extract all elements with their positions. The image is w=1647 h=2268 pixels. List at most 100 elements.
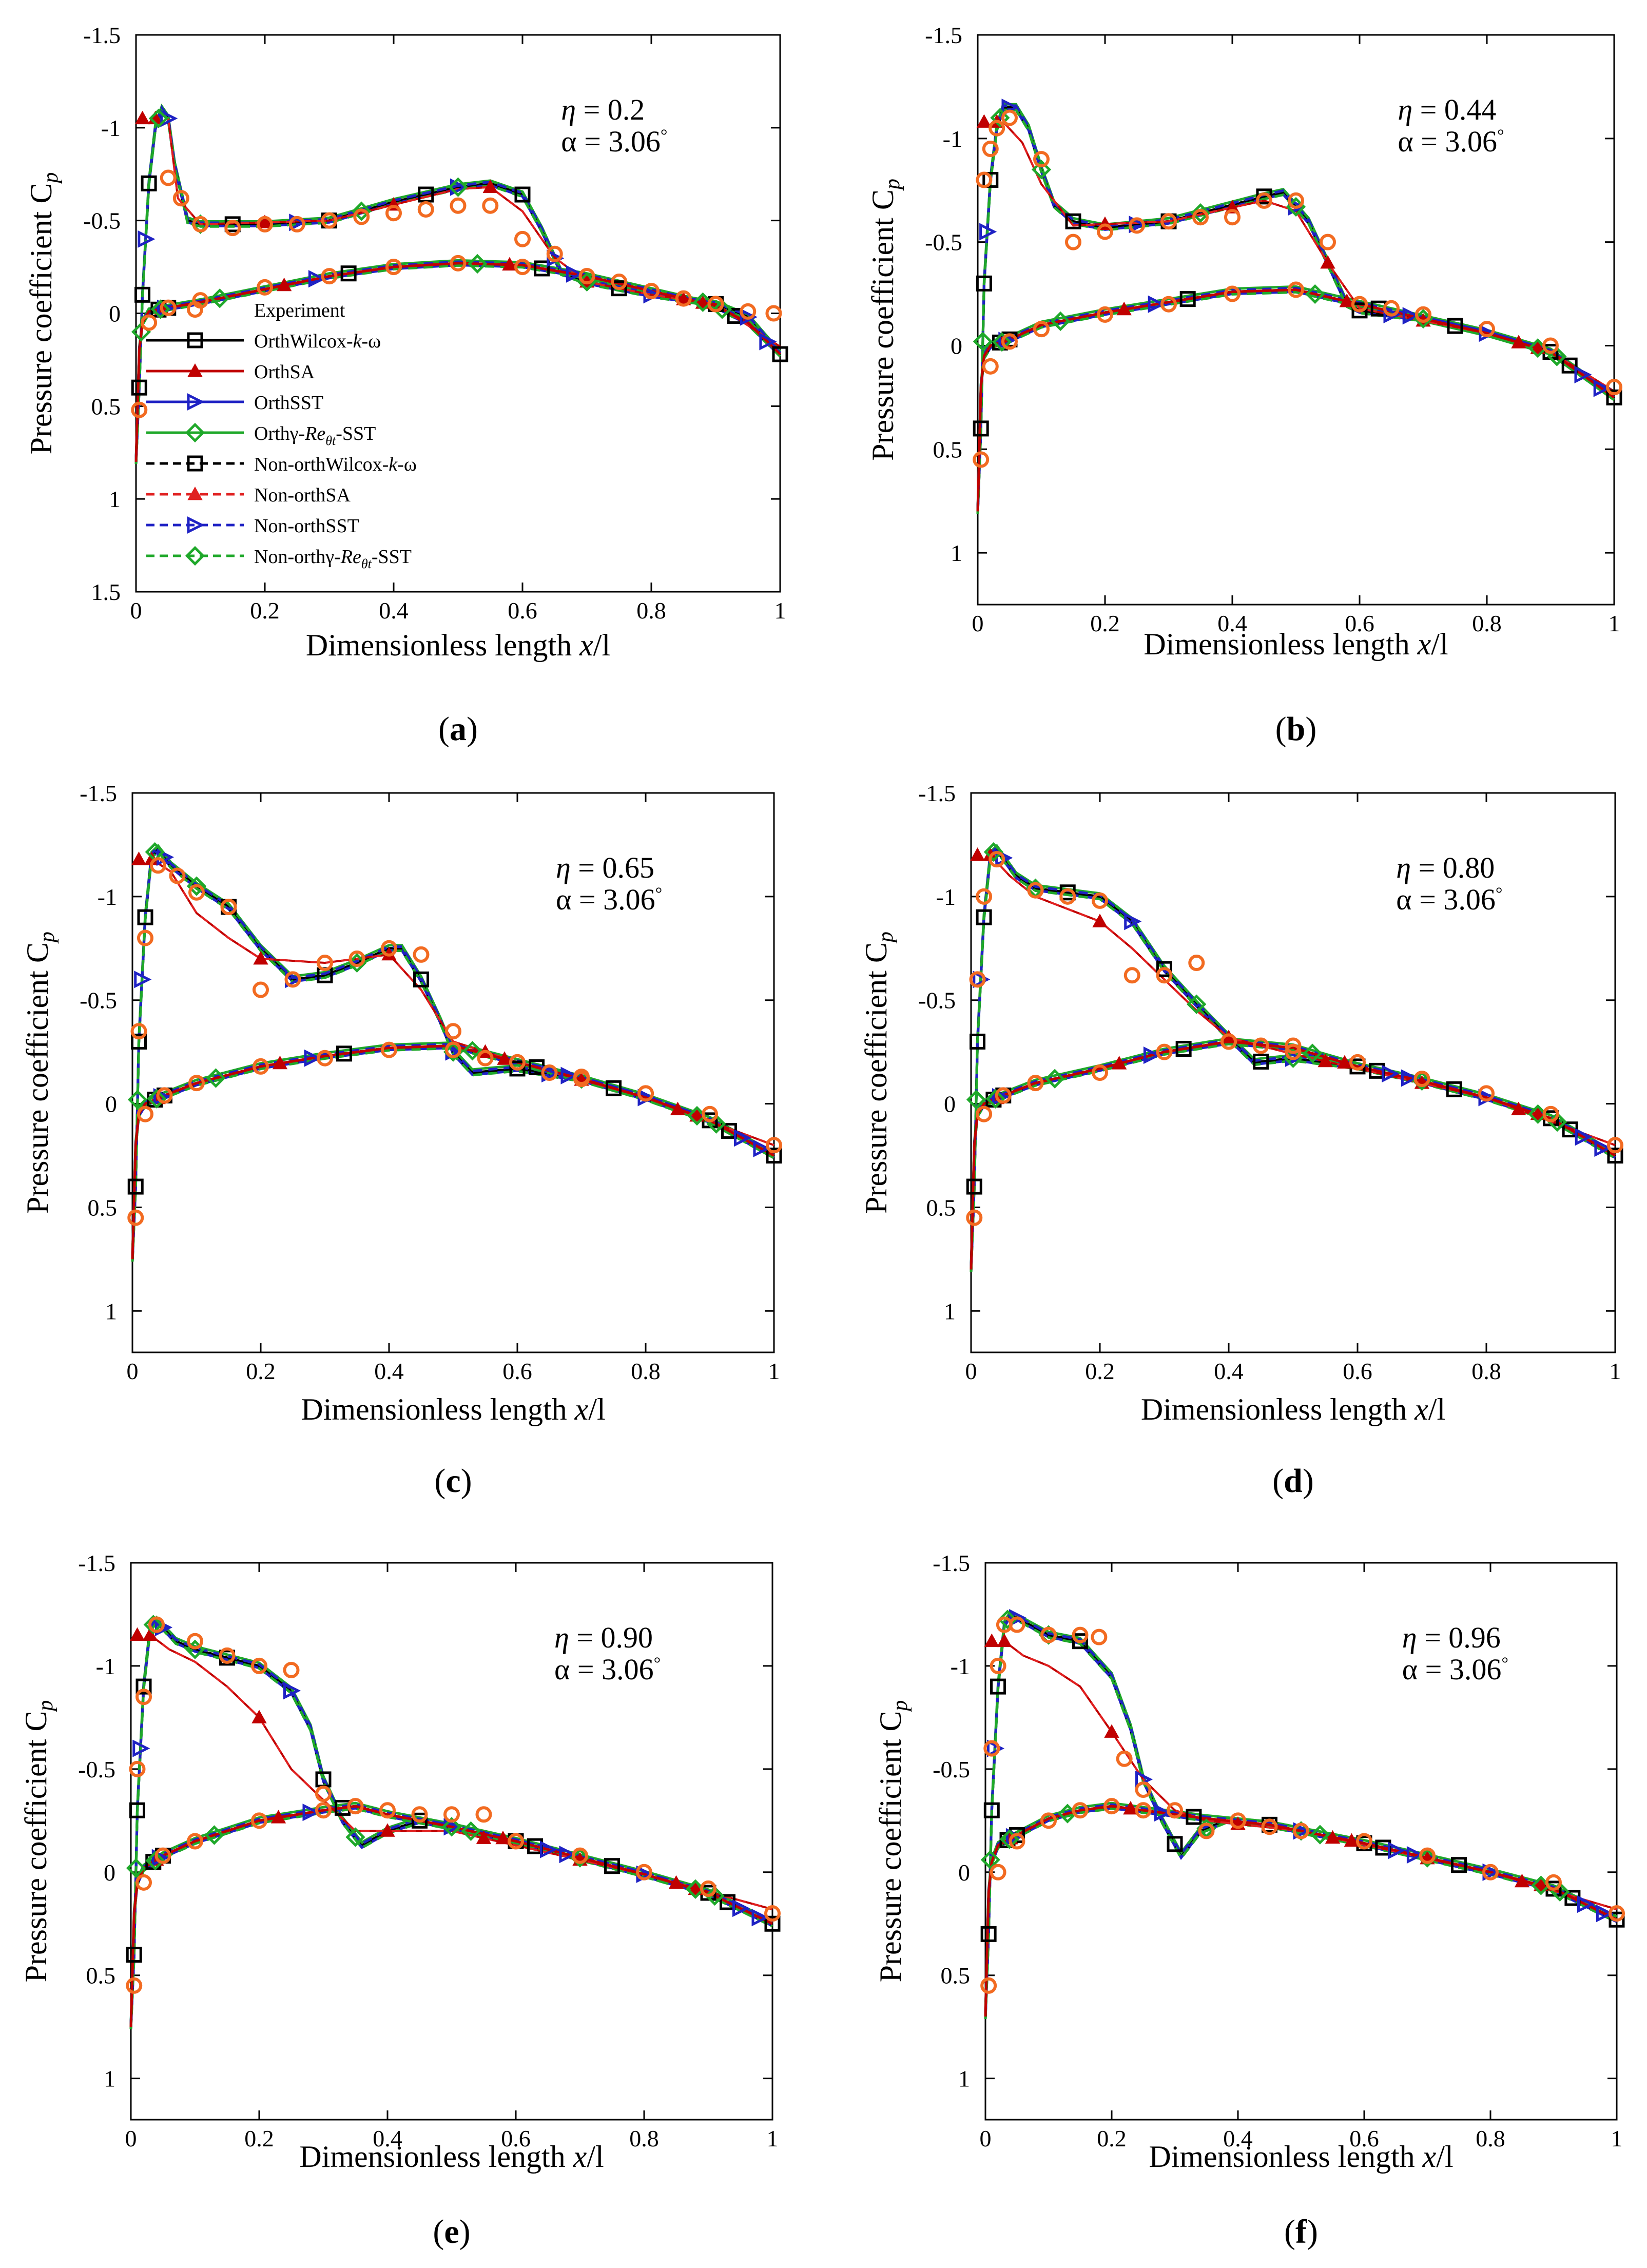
marker-OrthSST (308, 270, 326, 288)
marker-OrthGamma (1310, 1825, 1330, 1845)
marker-OrthGamma (712, 299, 732, 319)
experiment-point (288, 216, 305, 232)
series-NonGamma-upper (131, 849, 775, 1262)
experiment-point (1478, 1085, 1495, 1102)
chart-panel-d: 0 0.2 0.4 0.6 0.8 1 -1.5 -1 -0.5 0 0.5 1 Dimensionle… (859, 780, 1623, 1426)
experiment-point (315, 1802, 332, 1819)
marker-OrthGamma (352, 201, 372, 221)
chart-panel-c: 0 0.2 0.4 0.6 0.8 1 -1.5 -1 -0.5 0 0.5 1 Dimensionle… (21, 780, 782, 1426)
series-OrthSST-lower (131, 1046, 775, 1262)
experiment-point (347, 1798, 364, 1815)
marker-OrthWilcox (1167, 1836, 1183, 1852)
experiment-point (251, 1812, 267, 1829)
series-OrthSA-lower (976, 288, 1615, 512)
legend-label-OrthWilcox: OrthWilcox-k-ω (254, 331, 381, 352)
experiment-point (1065, 234, 1081, 250)
experiment-point (1224, 285, 1241, 302)
experiment-point (766, 1137, 782, 1154)
series-NonWilcox-upper (976, 107, 1615, 513)
marker-OrthSA (1511, 335, 1526, 348)
x-axis-label: Dimensionless length x/l (306, 628, 610, 662)
legend-marker-OrthSA (187, 363, 203, 377)
series-NonSA-upper (149, 1634, 773, 1911)
marker-OrthGamma (973, 332, 993, 352)
experiment-point (643, 283, 660, 300)
experiment-point (765, 305, 782, 322)
experiment-point (137, 929, 153, 946)
experiment-point (982, 358, 999, 375)
marker-OrthGamma (448, 177, 468, 197)
plot-frame (135, 34, 781, 593)
marker-OrthWilcox (1561, 357, 1578, 374)
experiment-point (1072, 1802, 1089, 1819)
experiment-point (1027, 882, 1044, 899)
y-axis-label: Pressure coefficient Cp (874, 1700, 912, 1983)
series-OrthSST-upper (134, 108, 781, 464)
series-OrthSA-upper (151, 858, 774, 1147)
experiment-point (130, 1023, 147, 1040)
experiment-point (1009, 1833, 1025, 1850)
series-OrthSA-upper (1002, 121, 1615, 393)
y-tick-label: 1 (951, 540, 962, 566)
x-tick-label: 0.6 (1349, 2125, 1379, 2151)
marker-OrthSA (1104, 1724, 1119, 1738)
marker-OrthSST (1574, 365, 1592, 384)
experiment-point (982, 141, 999, 157)
marker-OrthGamma (980, 1850, 1000, 1870)
marker-OrthSST (134, 971, 152, 988)
y-tick-label: 1.5 (91, 579, 121, 605)
x-tick-label: 0 (972, 610, 984, 636)
chart-panel-f: 0 0.2 0.4 0.6 0.8 1 -1.5 -1 -0.5 0 0.5 1 Dimensionle… (874, 1550, 1625, 2174)
experiment-point (381, 940, 397, 957)
y-tick-label: -0.5 (83, 208, 121, 234)
y-tick-label: 0 (958, 1859, 970, 1886)
experiment-point (1256, 192, 1272, 209)
series-OrthWilcox-lower (129, 1805, 773, 2027)
legend-marker-OrthSST (187, 393, 205, 411)
y-tick-label: -1.5 (918, 780, 956, 806)
experiment-point (445, 1041, 461, 1058)
experiment-point (980, 1977, 997, 1994)
marker-OrthSST (1143, 1046, 1161, 1064)
experiment-point (546, 245, 563, 262)
y-tick-label: 0.5 (86, 1963, 116, 1989)
series-NonSST-lower (129, 1803, 773, 2026)
series-NonGamma-lower (131, 1046, 775, 1262)
marker-OrthGamma (985, 1089, 1005, 1109)
experiment-point (1383, 300, 1400, 317)
marker-OrthSST (1401, 1069, 1419, 1087)
marker-OrthWilcox (966, 1178, 982, 1195)
marker-OrthSA (1320, 255, 1335, 269)
experiment-point (1033, 321, 1050, 338)
experiment-point (482, 197, 499, 214)
x-tick-label: 0.4 (379, 597, 409, 624)
marker-OrthSA (1116, 301, 1132, 316)
y-tick-label: 0 (951, 333, 962, 359)
y-tick-label: -0.5 (925, 229, 962, 256)
marker-OrthSA (129, 1627, 145, 1641)
y-tick-label: -1 (936, 884, 956, 910)
plot-frame (977, 34, 1615, 606)
series-OrthSST-lower (129, 1807, 773, 2029)
experiment-point (1103, 1798, 1120, 1815)
marker-OrthGamma (206, 1068, 226, 1088)
y-tick-label: 1 (105, 1298, 117, 1324)
marker-OrthWilcox (135, 1678, 152, 1695)
chart-panel-e: 0 0.2 0.4 0.6 0.8 1 -1.5 -1 -0.5 0 0.5 1 Dimensionle… (19, 1550, 781, 2174)
x-tick-label: 0.6 (1343, 1358, 1372, 1384)
experiment-point (1482, 1864, 1499, 1881)
marker-OrthGamma (966, 1090, 986, 1110)
marker-OrthSA (257, 215, 273, 228)
experiment-point (989, 120, 1005, 137)
experiment-point (1156, 967, 1173, 984)
experiment-point (636, 1864, 652, 1881)
series-NonWilcox-lower (131, 1045, 775, 1261)
eta-label: η = 0.80 (1396, 851, 1495, 884)
experiment-point (348, 950, 365, 967)
marker-OrthGamma (705, 1886, 725, 1906)
experiment-point (129, 1760, 146, 1777)
experiment-point (1288, 281, 1304, 298)
marker-OrthWilcox (141, 175, 157, 191)
experiment-point (385, 205, 402, 222)
marker-OrthSA (976, 114, 992, 128)
